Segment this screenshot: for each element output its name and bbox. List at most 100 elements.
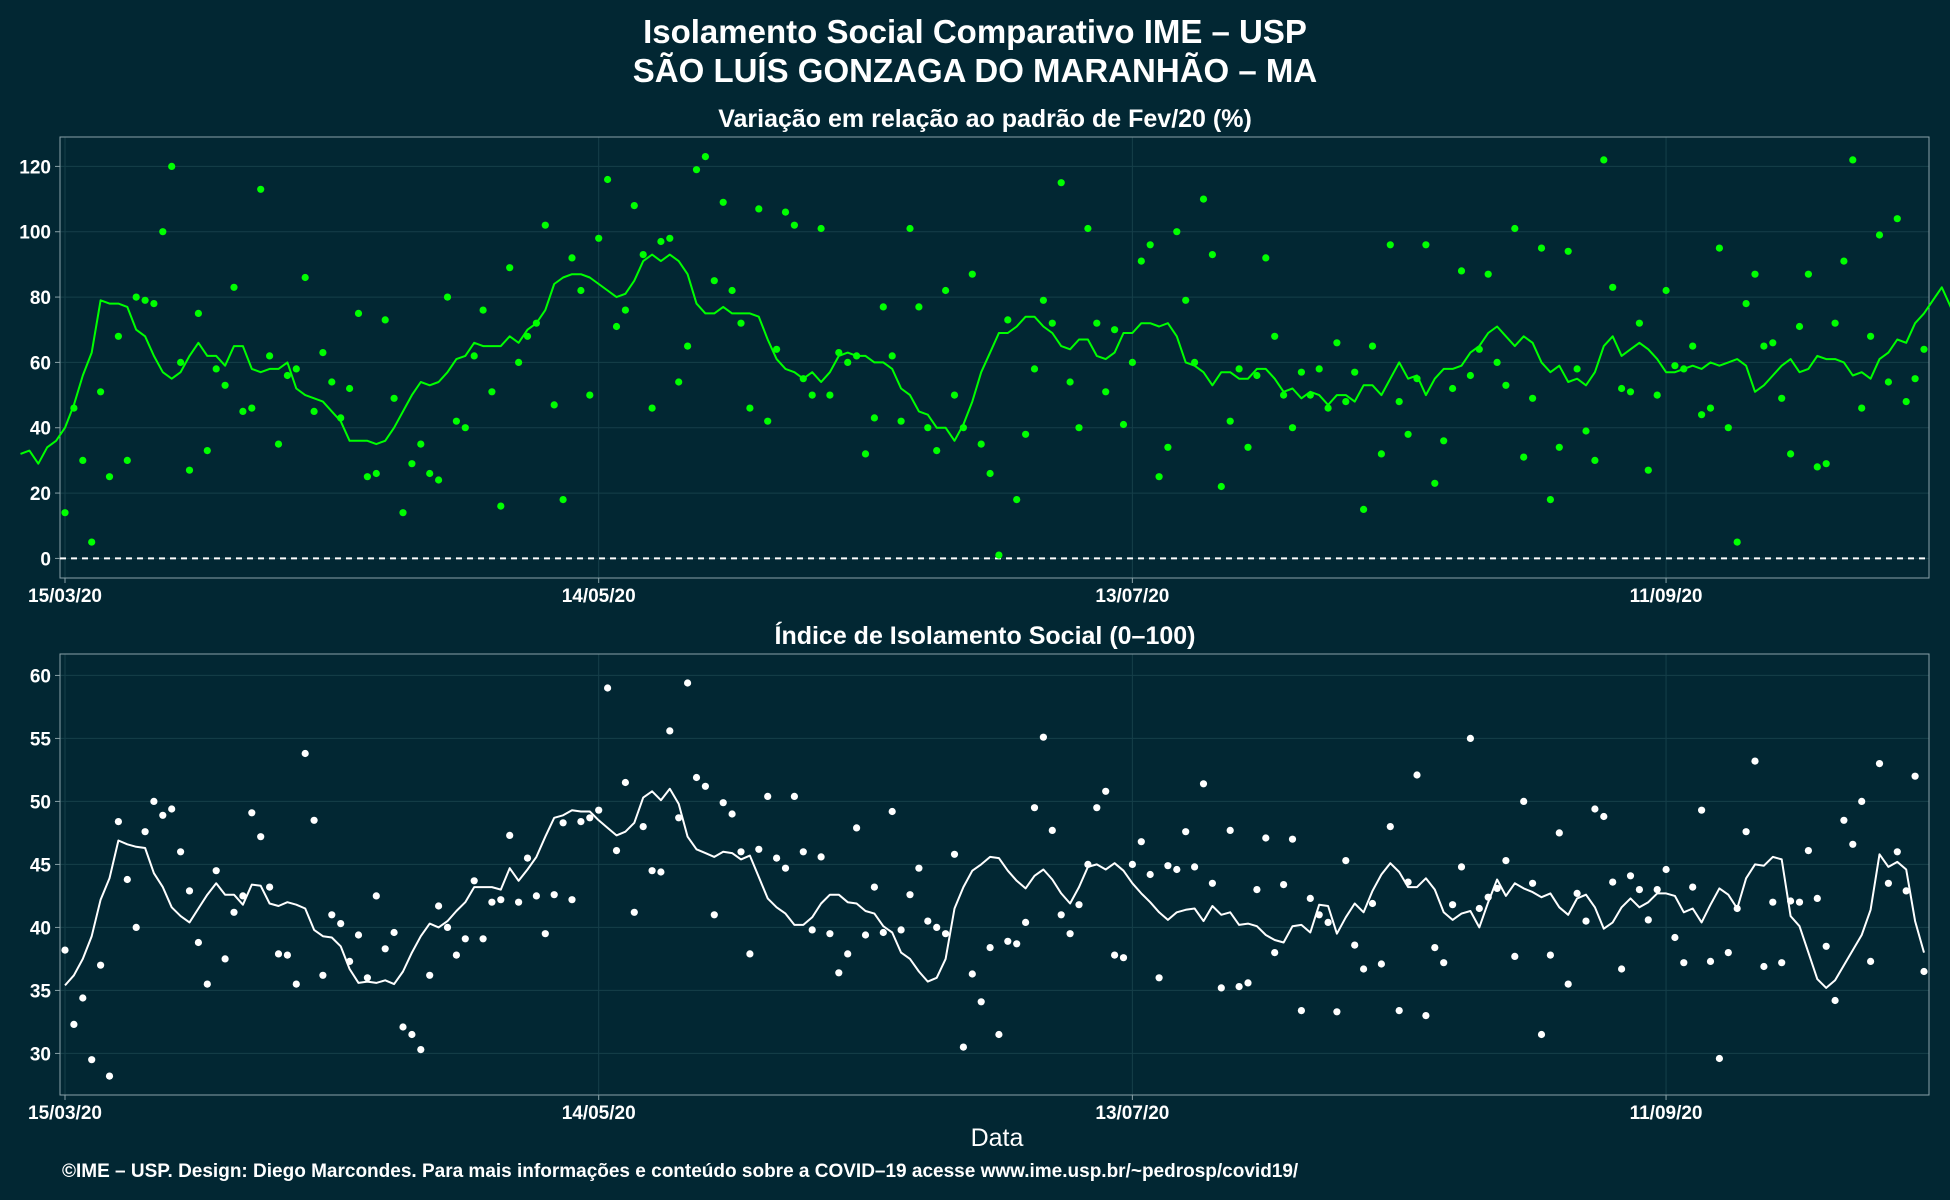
chart-title-line-2: SÃO LUÍS GONZAGA DO MARANHÃO – MA: [633, 52, 1317, 89]
data-point: [773, 345, 781, 353]
data-point: [1360, 965, 1368, 973]
x-tick-label: 11/09/20: [1630, 1103, 1703, 1124]
data-point: [435, 476, 443, 484]
data-point: [666, 727, 674, 735]
data-point: [1591, 805, 1599, 813]
data-point: [1662, 865, 1670, 874]
data-point: [692, 773, 701, 782]
data-point: [684, 679, 692, 687]
data-point: [230, 908, 238, 916]
data-point: [1635, 319, 1643, 327]
data-point: [1404, 878, 1412, 886]
data-point: [141, 296, 149, 304]
data-point: [675, 814, 683, 822]
data-point: [1280, 391, 1288, 399]
data-point: [1128, 358, 1136, 366]
data-point: [1413, 771, 1421, 779]
data-point: [781, 864, 790, 872]
data-point: [959, 424, 968, 432]
data-point: [1724, 424, 1732, 432]
data-point: [1502, 381, 1510, 389]
data-point: [1351, 941, 1359, 949]
data-point: [586, 814, 594, 822]
data-point: [319, 971, 327, 979]
data-point: [604, 684, 612, 692]
data-point: [354, 309, 363, 317]
data-point: [399, 509, 407, 517]
x-tick-label: 13/07/20: [1095, 1103, 1169, 1124]
x-tick-label: 15/03/20: [28, 1103, 102, 1124]
data-point: [621, 306, 630, 314]
data-point: [266, 352, 274, 360]
data-point: [1706, 404, 1715, 412]
data-point: [435, 902, 443, 910]
data-point: [577, 818, 585, 826]
data-point: [1858, 797, 1866, 806]
data-point: [1288, 424, 1297, 432]
data-point: [1689, 883, 1697, 891]
data-point: [1849, 156, 1857, 164]
data-point: [381, 316, 389, 324]
x-tick-label: 15/03/20: [28, 586, 102, 607]
data-point: [1182, 296, 1190, 304]
data-point: [1466, 734, 1474, 743]
data-point: [372, 892, 380, 900]
data-point: [1822, 460, 1830, 468]
data-point: [888, 807, 896, 816]
y-tick-label: 50: [30, 792, 51, 813]
data-point: [1048, 319, 1056, 327]
data-point: [1208, 251, 1216, 259]
data-point: [1164, 862, 1172, 870]
data-point: [363, 974, 371, 982]
data-point: [1431, 479, 1439, 487]
data-point: [1475, 345, 1483, 353]
data-point: [1484, 270, 1492, 278]
data-point: [550, 401, 558, 409]
data-point: [417, 1046, 425, 1054]
data-point: [257, 185, 265, 193]
data-point: [737, 848, 745, 856]
data-point: [1226, 417, 1234, 425]
data-point: [1778, 959, 1786, 967]
data-point: [266, 883, 274, 891]
data-point: [728, 810, 736, 818]
data-point: [1217, 482, 1225, 491]
data-point: [844, 358, 852, 366]
data-point: [319, 349, 327, 357]
data-point: [879, 928, 887, 937]
data-point: [1769, 339, 1777, 347]
data-point: [639, 823, 647, 831]
data-point: [1893, 848, 1901, 856]
data-point: [1715, 1054, 1723, 1063]
data-point: [1440, 437, 1448, 445]
data-point: [1333, 1008, 1341, 1016]
data-point: [746, 404, 754, 412]
data-point: [1208, 879, 1216, 887]
data-point: [1902, 887, 1910, 895]
data-point: [61, 509, 69, 517]
data-point: [808, 926, 816, 934]
data-point: [1635, 886, 1643, 894]
data-point: [470, 877, 478, 885]
data-point: [1626, 388, 1635, 396]
data-point: [1271, 332, 1279, 340]
data-point: [826, 391, 834, 399]
data-point: [1511, 224, 1519, 233]
data-point: [1546, 496, 1554, 504]
data-point: [1084, 224, 1092, 233]
data-point: [212, 867, 220, 875]
data-point: [346, 957, 354, 966]
data-point: [835, 969, 843, 977]
x-tick-label: 14/05/20: [562, 1103, 636, 1124]
data-point: [1893, 215, 1901, 223]
data-point: [764, 417, 772, 425]
data-point: [1386, 823, 1394, 831]
data-point: [1653, 886, 1661, 894]
data-point: [1875, 760, 1884, 768]
data-point: [479, 935, 487, 943]
data-point: [1306, 391, 1314, 399]
data-point: [497, 896, 505, 904]
y-tick-label: 30: [30, 1044, 51, 1065]
data-point: [933, 447, 941, 455]
data-point: [354, 931, 363, 939]
